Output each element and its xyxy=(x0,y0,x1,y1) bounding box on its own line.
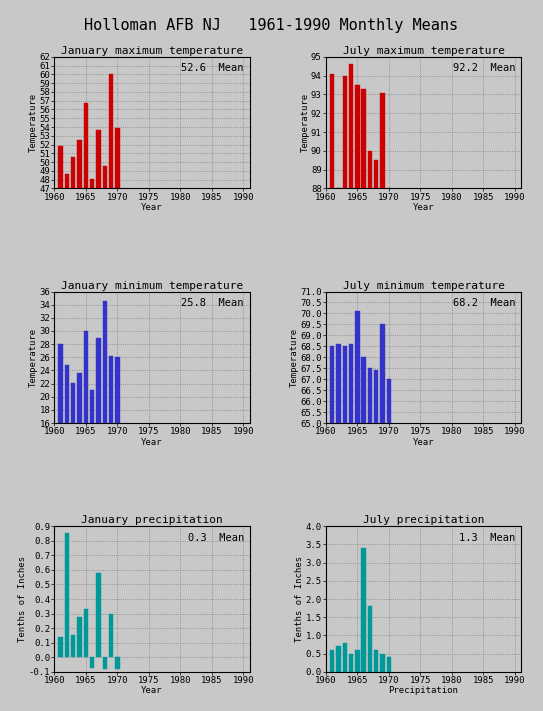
Text: 25.8  Mean: 25.8 Mean xyxy=(181,298,244,308)
Title: July minimum temperature: July minimum temperature xyxy=(343,281,504,291)
Bar xyxy=(90,657,94,668)
Title: January precipitation: January precipitation xyxy=(81,515,223,525)
Bar xyxy=(368,151,372,188)
Text: 68.2  Mean: 68.2 Mean xyxy=(453,298,515,308)
Bar xyxy=(103,301,107,423)
Bar xyxy=(115,657,119,669)
Bar xyxy=(355,650,359,672)
Text: 52.6  Mean: 52.6 Mean xyxy=(181,63,244,73)
Bar xyxy=(362,89,366,188)
Bar xyxy=(90,178,94,188)
Bar xyxy=(362,358,366,423)
Title: July precipitation: July precipitation xyxy=(363,515,484,525)
Bar xyxy=(380,92,385,188)
Bar xyxy=(71,157,75,188)
Bar xyxy=(96,129,100,188)
Title: July maximum temperature: July maximum temperature xyxy=(343,46,504,56)
Y-axis label: Temperature: Temperature xyxy=(29,328,38,387)
Bar xyxy=(77,616,82,657)
X-axis label: Year: Year xyxy=(413,203,434,212)
Bar xyxy=(380,653,385,672)
Bar xyxy=(109,614,113,657)
Bar xyxy=(374,650,378,672)
Bar xyxy=(71,383,75,423)
Text: 1.3  Mean: 1.3 Mean xyxy=(459,533,515,543)
Bar xyxy=(77,373,82,423)
Bar xyxy=(330,650,334,672)
Bar xyxy=(96,573,100,657)
Bar xyxy=(84,609,88,657)
Y-axis label: Temperature: Temperature xyxy=(29,93,38,152)
Bar xyxy=(84,103,88,188)
X-axis label: Year: Year xyxy=(413,437,434,447)
Bar xyxy=(336,646,340,672)
Bar xyxy=(330,346,334,423)
Bar xyxy=(349,65,353,188)
Bar xyxy=(368,606,372,672)
Bar xyxy=(387,657,391,672)
Bar xyxy=(368,368,372,423)
Bar xyxy=(59,344,63,423)
Bar xyxy=(343,643,347,672)
Bar xyxy=(355,85,359,188)
Title: January minimum temperature: January minimum temperature xyxy=(61,281,243,291)
Y-axis label: Tenths of Inches: Tenths of Inches xyxy=(18,556,27,642)
Bar xyxy=(343,346,347,423)
Bar xyxy=(115,357,119,423)
Bar xyxy=(109,73,113,188)
X-axis label: Year: Year xyxy=(141,686,163,695)
Bar xyxy=(71,636,75,657)
Bar xyxy=(330,74,334,188)
Bar xyxy=(355,311,359,423)
Bar xyxy=(59,637,63,657)
Bar xyxy=(77,140,82,188)
Bar xyxy=(115,128,119,188)
Bar xyxy=(374,370,378,423)
Bar xyxy=(387,188,391,299)
Text: 0.3  Mean: 0.3 Mean xyxy=(188,533,244,543)
Bar xyxy=(96,338,100,423)
Bar xyxy=(387,379,391,423)
Bar xyxy=(59,146,63,188)
X-axis label: Year: Year xyxy=(141,203,163,212)
Bar xyxy=(109,356,113,423)
Bar xyxy=(374,160,378,188)
Bar xyxy=(380,324,385,423)
Y-axis label: Temperature: Temperature xyxy=(290,328,299,387)
Text: Holloman AFB NJ   1961-1990 Monthly Means: Holloman AFB NJ 1961-1990 Monthly Means xyxy=(85,18,458,33)
Bar xyxy=(103,166,107,188)
X-axis label: Year: Year xyxy=(141,437,163,447)
Y-axis label: Temperature: Temperature xyxy=(300,93,310,152)
Text: 92.2  Mean: 92.2 Mean xyxy=(453,63,515,73)
Bar xyxy=(65,173,69,188)
Bar xyxy=(343,75,347,188)
Bar xyxy=(65,365,69,423)
Bar xyxy=(103,657,107,669)
Bar xyxy=(90,390,94,423)
Bar xyxy=(349,344,353,423)
Bar xyxy=(65,533,69,657)
X-axis label: Precipitation: Precipitation xyxy=(389,686,458,695)
Y-axis label: Tenths of Inches: Tenths of Inches xyxy=(295,556,304,642)
Bar xyxy=(84,331,88,423)
Title: January maximum temperature: January maximum temperature xyxy=(61,46,243,56)
Bar xyxy=(336,344,340,423)
Bar xyxy=(362,548,366,672)
Bar xyxy=(349,653,353,672)
